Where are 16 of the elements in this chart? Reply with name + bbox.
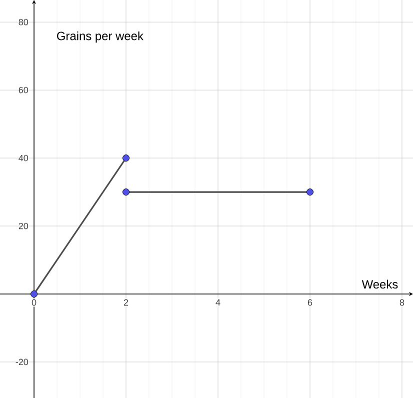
point [122,188,130,196]
y-tick-label: 40 [18,154,28,162]
x-tick-label: 0 [32,299,36,306]
x-tick-label: 2 [124,299,128,306]
x-axis-title: Weeks [362,280,398,289]
y-tick-label: 80 [18,18,28,26]
y-tick-label: 20 [18,222,28,230]
y-tick-label: -20 [16,358,28,366]
x-tick-label: 4 [216,299,220,306]
y-tick-label: 60 [18,86,28,94]
point [30,290,38,298]
point [122,154,130,162]
x-tick-label: 6 [308,299,312,306]
x-tick-label: 8 [400,299,404,306]
point [306,188,314,196]
y-axis-title: Grains per week [57,31,144,43]
